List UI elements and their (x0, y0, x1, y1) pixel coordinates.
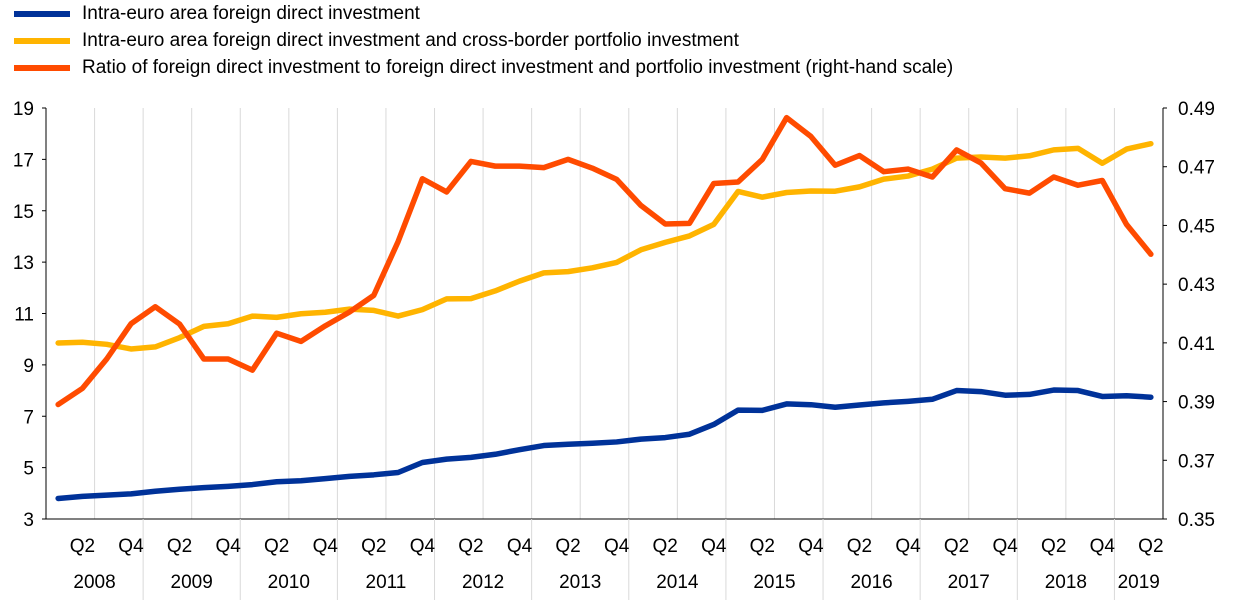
legend-item-ratio: Ratio of foreign direct investment to fo… (14, 54, 1214, 81)
y-left-tick-label: 5 (23, 459, 34, 480)
x-quarter-label: Q4 (215, 536, 241, 557)
y-right-tick-label: 0.39 (1178, 393, 1215, 414)
x-quarter-label: Q2 (1138, 536, 1163, 557)
x-quarter-label: Q2 (750, 536, 775, 557)
x-quarter-label: Q2 (458, 536, 483, 557)
y-right-tick-label: 0.47 (1178, 158, 1215, 179)
y-left-tick-label: 15 (13, 202, 34, 223)
y-left-tick-label: 17 (13, 150, 34, 171)
y-left-tick-label: 3 (23, 510, 34, 531)
x-quarter-label: Q4 (410, 536, 436, 557)
x-quarter-label: Q4 (1090, 536, 1116, 557)
y-left-tick-label: 13 (13, 253, 34, 274)
x-year-label: 2013 (559, 572, 601, 593)
y-right-tick-label: 0.43 (1178, 275, 1215, 296)
y-right-tick-label: 0.37 (1178, 451, 1215, 472)
x-quarter-label: Q2 (167, 536, 192, 557)
series-line-ratio (55, 114, 1154, 408)
y-right-tick-label: 0.35 (1178, 510, 1215, 531)
x-quarter-label: Q2 (847, 536, 872, 557)
x-year-label: 2009 (171, 572, 213, 593)
x-quarter-label: Q4 (701, 536, 727, 557)
x-quarter-label: Q4 (507, 536, 533, 557)
x-quarter-label: Q2 (944, 536, 969, 557)
x-quarter-label: Q2 (361, 536, 386, 557)
y-right-tick-label: 0.41 (1178, 334, 1215, 355)
x-year-label: 2012 (462, 572, 504, 593)
series-lines (55, 114, 1154, 502)
x-year-label: 2010 (268, 572, 310, 593)
y-left-tick-label: 9 (23, 356, 34, 377)
legend-label-fdi-portfolio: Intra-euro area foreign direct investmen… (82, 29, 739, 51)
legend-swatch-ratio (14, 64, 70, 71)
x-quarter-label: Q4 (798, 536, 824, 557)
x-year-label: 2011 (366, 572, 407, 593)
x-year-label: 2019 (1118, 572, 1160, 593)
legend-swatch-fdi (14, 10, 70, 17)
x-quarter-label: Q2 (264, 536, 289, 557)
x-quarter-label: Q2 (555, 536, 580, 557)
y-left-tick-label: 19 (13, 99, 34, 120)
x-quarter-label: Q2 (653, 536, 678, 557)
legend-label-fdi: Intra-euro area foreign direct investmen… (82, 2, 420, 24)
y-left-tick-label: 11 (14, 305, 34, 326)
legend: Intra-euro area foreign direct investmen… (14, 0, 1214, 81)
x-quarter-label: Q4 (313, 536, 339, 557)
x-quarter-label: Q2 (70, 536, 95, 557)
y-left-tick-label: 7 (23, 407, 34, 428)
x-quarter-label: Q4 (895, 536, 921, 557)
legend-swatch-fdi-portfolio (14, 37, 70, 44)
gridlines (45, 108, 1164, 519)
x-year-label: 2016 (850, 572, 892, 593)
legend-item-fdi: Intra-euro area foreign direct investmen… (14, 0, 1214, 27)
x-year-label: 2014 (656, 572, 699, 593)
series-line-fdi (55, 387, 1154, 502)
x-year-label: 2015 (753, 572, 795, 593)
x-quarter-label: Q4 (604, 536, 630, 557)
x-quarter-label: Q4 (118, 536, 144, 557)
x-year-label: 2017 (948, 572, 990, 593)
x-year-label: 2018 (1045, 572, 1087, 593)
legend-label-ratio: Ratio of foreign direct investment to fo… (82, 56, 954, 78)
axes (42, 107, 1167, 600)
y-right-tick-label: 0.49 (1178, 99, 1215, 120)
tick-labels: 3 5 7 9 11 13 15 17 19 0.35 0.37 0.39 0.41 0.43 0.45 0.… (13, 99, 1215, 593)
y-right-tick-label: 0.45 (1178, 216, 1215, 237)
x-quarter-label: Q2 (1041, 536, 1066, 557)
x-year-label: 2008 (73, 572, 115, 593)
legend-item-fdi-portfolio: Intra-euro area foreign direct investmen… (14, 27, 1214, 54)
x-quarter-label: Q4 (992, 536, 1018, 557)
